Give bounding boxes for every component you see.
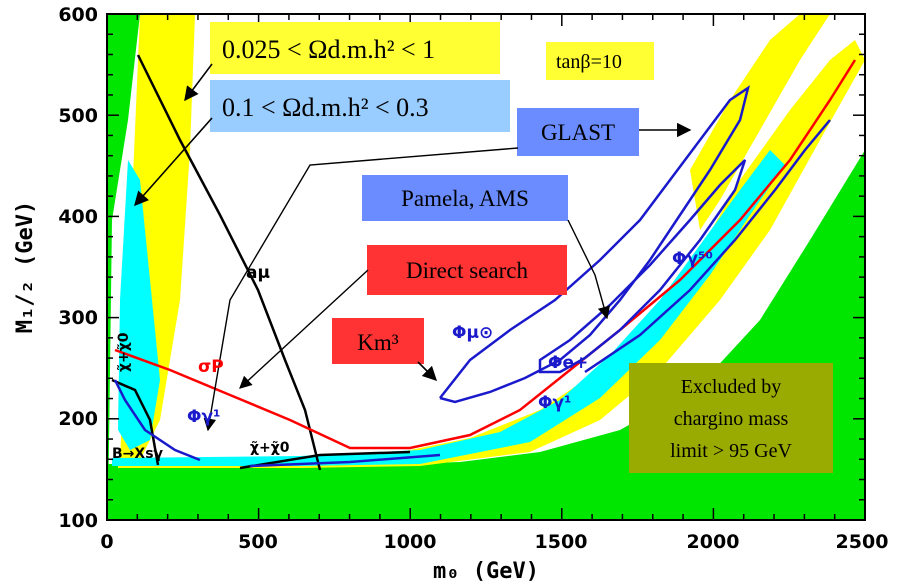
phi-mu-curve <box>439 85 750 404</box>
glast-text: GLAST <box>541 120 615 145</box>
arrow-pamela <box>567 219 611 320</box>
arrow-glast-left <box>203 147 519 432</box>
x-axis-label: m₀ (GeV) <box>433 559 539 584</box>
a-mu-curve <box>136 54 322 471</box>
label-chi-bottom: χ̃+χ̃0 <box>250 440 290 456</box>
km3-text: Km³ <box>357 330 399 355</box>
direct-box <box>367 245 567 295</box>
x-tick-labels: 0 500 1000 1500 2000 2500 <box>100 531 888 553</box>
label-b-xs-gamma: B→Xsγ <box>112 446 164 462</box>
x-tick-2000: 2000 <box>687 531 740 553</box>
label-phi-gamma-1-right: Φγ¹ <box>538 393 571 413</box>
legend-yellow-box <box>210 22 500 74</box>
excluded-region-left <box>107 14 140 520</box>
plot-frame <box>106 13 866 521</box>
phi-gamma-50-curve <box>584 119 831 374</box>
pamela-text: Pamela, AMS <box>401 186 529 211</box>
label-a-mu: aμ <box>246 263 270 283</box>
phi-e-curve <box>538 159 747 374</box>
arrow-cyan <box>134 117 213 207</box>
y-tick-500: 500 <box>58 105 98 127</box>
sigma-p-curve <box>114 59 857 450</box>
excluded-box <box>629 363 833 473</box>
phi-gamma-1-left-curve <box>113 379 201 462</box>
label-sigma-p: σP <box>198 357 224 377</box>
chargino-curve <box>239 450 411 470</box>
label-phi-mu: Φμ⊙ <box>452 323 493 343</box>
x-tick-1000: 1000 <box>384 531 437 553</box>
label-phi-gamma-1-left: Φγ¹ <box>187 407 220 427</box>
y-tick-100: 100 <box>58 510 98 532</box>
axis-ticks <box>106 13 866 521</box>
phi-gamma-1-bottom-curve <box>249 453 441 468</box>
km3-box <box>332 318 424 364</box>
cyan-band-left <box>118 160 160 450</box>
x-tick-1500: 1500 <box>535 531 588 553</box>
legend-cyan-text: 0.1 < Ωd.m.h² < 0.3 <box>222 93 429 122</box>
direct-text: Direct search <box>406 258 528 283</box>
arrow-km3 <box>417 361 438 382</box>
arrow-yellow <box>184 63 213 102</box>
yellow-band-upper-right <box>690 14 830 230</box>
excluded-text-3: limit > 95 GeV <box>670 440 792 462</box>
label-chi-top: χ̃+χ̃0 <box>116 332 132 372</box>
y-tick-labels: 100 200 300 400 500 600 <box>58 4 98 532</box>
tanb-box <box>546 42 654 80</box>
glast-box <box>517 108 639 156</box>
y-tick-200: 200 <box>58 408 98 430</box>
y-tick-300: 300 <box>58 307 98 329</box>
arrow-direct <box>239 269 369 389</box>
label-phi-e: Φe+ <box>548 353 588 373</box>
legend-yellow-text: 0.025 < Ωd.m.h² < 1 <box>222 35 435 64</box>
x-tick-0: 0 <box>100 531 113 553</box>
pamela-box <box>362 175 568 221</box>
excluded-text-1: Excluded by <box>681 376 782 398</box>
y-axis-label: M₁/₂ (GeV) <box>13 201 38 333</box>
label-phi-gamma-50: Φγ⁵⁰ <box>672 249 713 269</box>
x-tick-2500: 2500 <box>836 531 889 553</box>
b-xs-gamma-curve <box>111 378 160 466</box>
excluded-text-2: chargino mass <box>674 408 789 430</box>
tanb-text: tanβ=10 <box>556 51 622 73</box>
y-tick-400: 400 <box>58 206 98 228</box>
legend-cyan-box <box>210 80 510 132</box>
x-tick-500: 500 <box>238 531 278 553</box>
y-tick-600: 600 <box>58 4 98 26</box>
